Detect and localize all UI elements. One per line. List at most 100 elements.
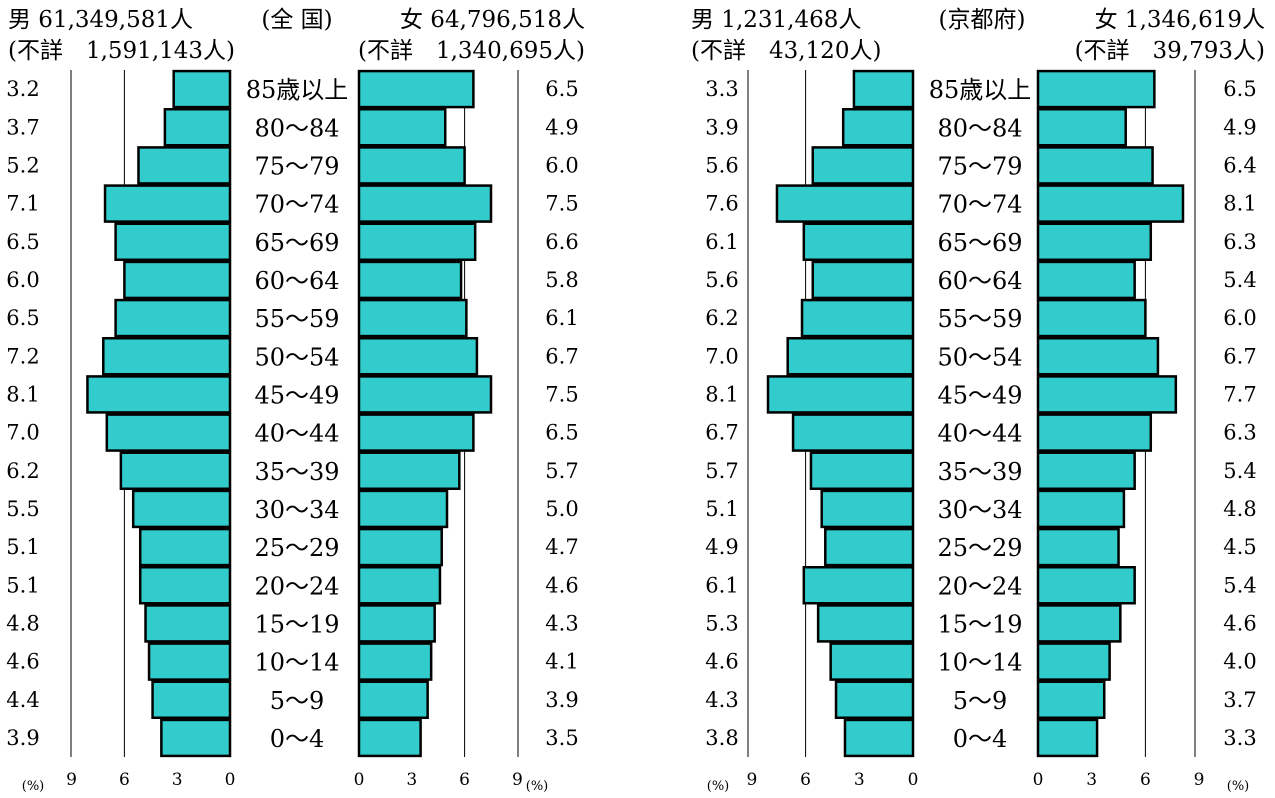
female-bar — [357, 69, 475, 109]
male-x-tick: 0 — [908, 770, 919, 790]
female-bar — [357, 718, 422, 758]
female-value-label: 6.5 — [1223, 77, 1256, 101]
male-bar — [843, 718, 915, 758]
age-group-label: 10～14 — [937, 649, 1022, 677]
female-bar — [357, 527, 443, 567]
male-x-tick: 9 — [66, 770, 77, 790]
age-group-label: 35～39 — [937, 458, 1022, 486]
female-value-label: 6.7 — [545, 344, 578, 368]
female-value-label: 5.4 — [1223, 573, 1256, 597]
female-value-label: 3.3 — [1223, 726, 1256, 750]
male-bar — [791, 413, 915, 452]
male-bar — [824, 527, 915, 567]
panel-title: (全 国) — [261, 7, 332, 33]
male-value-label: 3.9 — [705, 115, 738, 139]
female-value-label: 6.6 — [545, 230, 578, 254]
female-bar — [357, 184, 493, 223]
female-value-label: 4.7 — [545, 535, 578, 559]
female-bar — [1036, 375, 1178, 414]
female-bar — [357, 413, 475, 452]
female-bar — [1036, 718, 1099, 758]
male-value-label: 3.2 — [6, 77, 39, 101]
female-bar — [357, 298, 468, 338]
male-bar — [834, 680, 915, 719]
male-value-label: 5.6 — [705, 268, 738, 292]
female-x-tick: 3 — [1086, 770, 1097, 790]
female-value-label: 4.1 — [545, 650, 578, 674]
female-value-label: 6.3 — [1223, 421, 1256, 445]
male-value-label: 3.7 — [6, 115, 39, 139]
male-total: 男 1,231,468人 — [691, 7, 861, 33]
male-value-label: 5.1 — [6, 573, 39, 597]
male-value-label: 6.5 — [6, 306, 39, 330]
female-value-label: 4.3 — [545, 611, 578, 635]
female-bar — [357, 604, 436, 643]
male-value-label: 3.8 — [705, 726, 738, 750]
age-group-label: 20～24 — [937, 572, 1022, 600]
female-x-tick: 9 — [512, 770, 523, 790]
female-value-label: 6.5 — [545, 77, 578, 101]
female-value-label: 4.0 — [1223, 650, 1256, 674]
age-group-label: 0～4 — [270, 725, 325, 753]
male-bar — [102, 337, 232, 376]
age-group-label: 20～24 — [254, 572, 339, 600]
male-value-label: 6.2 — [705, 306, 738, 330]
male-value-label: 5.7 — [705, 459, 738, 483]
male-value-label: 5.2 — [6, 153, 39, 177]
female-value-label: 7.5 — [545, 192, 578, 216]
female-bar — [357, 451, 461, 490]
age-group-label: 30～34 — [937, 496, 1022, 524]
female-bar — [1036, 680, 1106, 719]
male-unknown: (不詳 1,591,143人) — [8, 38, 235, 64]
age-group-label: 55～59 — [254, 305, 339, 333]
female-value-label: 4.9 — [545, 115, 578, 139]
female-value-label: 6.0 — [545, 153, 578, 177]
female-bar — [1036, 298, 1147, 338]
age-group-label: 75～79 — [254, 152, 339, 180]
age-group-label: 0～4 — [953, 725, 1008, 753]
male-bar — [131, 489, 232, 529]
female-bar — [357, 222, 477, 261]
female-bar — [1036, 146, 1154, 185]
age-group-label: 50～54 — [254, 343, 339, 371]
female-bar — [357, 489, 449, 529]
age-group-label: 70～74 — [937, 191, 1022, 219]
age-group-label: 25～29 — [254, 534, 339, 562]
male-value-label: 6.1 — [705, 573, 738, 597]
male-value-label: 8.1 — [705, 382, 738, 406]
age-group-label: 50～54 — [937, 343, 1022, 371]
female-value-label: 6.5 — [545, 421, 578, 445]
male-value-label: 7.6 — [705, 192, 738, 216]
male-value-label: 7.2 — [6, 344, 39, 368]
female-unknown: (不詳 1,340,695人) — [358, 38, 585, 64]
female-bar — [1036, 337, 1160, 376]
female-bar — [357, 108, 447, 147]
male-bar — [160, 718, 232, 758]
male-bar — [163, 108, 232, 147]
age-group-label: 60～64 — [937, 267, 1022, 295]
male-value-label: 6.7 — [705, 421, 738, 445]
female-x-tick: 6 — [1140, 770, 1151, 790]
male-bar — [841, 108, 915, 147]
age-group-label: 45～49 — [254, 381, 339, 409]
female-value-label: 4.5 — [1223, 535, 1256, 559]
male-unknown: (不詳 43,120人) — [691, 38, 881, 64]
male-value-label: 6.1 — [705, 230, 738, 254]
male-value-label: 7.1 — [6, 192, 39, 216]
female-value-label: 5.0 — [545, 497, 578, 521]
male-bar — [114, 298, 232, 338]
male-value-label: 5.6 — [705, 153, 738, 177]
male-bar — [86, 375, 232, 414]
male-x-tick: 6 — [800, 770, 811, 790]
male-x-tick: 3 — [854, 770, 865, 790]
age-group-label: 75～79 — [937, 152, 1022, 180]
female-value-label: 3.7 — [1223, 688, 1256, 712]
female-bar — [1036, 642, 1111, 681]
age-group-label: 85歳以上 — [929, 76, 1032, 104]
female-value-label: 4.9 — [1223, 115, 1256, 139]
male-bar — [103, 184, 232, 223]
age-group-label: 10～14 — [254, 649, 339, 677]
age-group-label: 60～64 — [254, 267, 339, 295]
male-bar — [114, 222, 232, 261]
